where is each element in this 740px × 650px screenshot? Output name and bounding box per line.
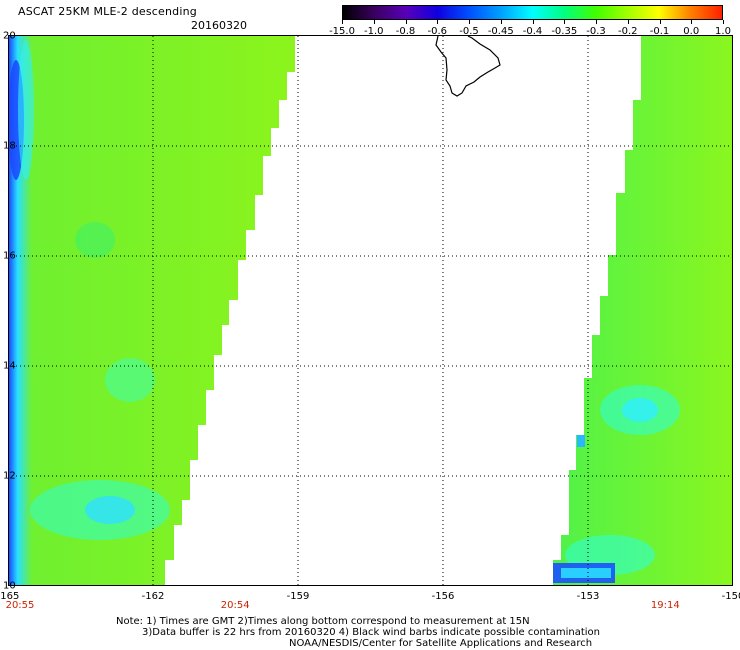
longitude-label: -165 bbox=[0, 591, 20, 602]
colorbar-label: -0.6 bbox=[427, 26, 448, 37]
colorbar-label: -0.2 bbox=[617, 26, 638, 37]
swath-patch bbox=[75, 222, 115, 258]
map-date: 20160320 bbox=[191, 19, 247, 32]
latitude-label: 14 bbox=[3, 360, 16, 372]
swath-patch bbox=[561, 568, 611, 578]
colorbar-tick bbox=[405, 20, 407, 24]
colorbar-label: -0.3 bbox=[586, 26, 606, 37]
colorbar bbox=[342, 5, 723, 20]
colorbar-tick bbox=[723, 20, 724, 24]
colorbar-tick bbox=[691, 20, 693, 24]
colorbar-tick bbox=[596, 20, 597, 24]
swath-patch bbox=[18, 40, 34, 180]
colorbar-label: -0.8 bbox=[395, 26, 416, 37]
swath-patch bbox=[622, 398, 658, 422]
colorbar-tick bbox=[469, 20, 470, 24]
colorbar-label: -15.0 bbox=[329, 26, 355, 37]
swath-patch bbox=[85, 496, 135, 524]
latitude-label: 20 bbox=[3, 30, 16, 42]
colorbar-tick bbox=[564, 20, 566, 24]
colorbar-label: -0.1 bbox=[649, 26, 670, 37]
colorbar-label: -1.0 bbox=[363, 26, 384, 37]
colorbar-tick bbox=[342, 20, 343, 24]
longitude-label: -153 bbox=[576, 591, 600, 602]
colorbar-tick bbox=[500, 20, 502, 24]
colorbar-label: -0.35 bbox=[551, 26, 578, 37]
latitude-label: 16 bbox=[3, 250, 16, 262]
colorbar-label: -0.5 bbox=[459, 26, 479, 37]
map-title: ASCAT 25KM MLE-2 descending bbox=[18, 5, 197, 18]
swath-time-label: 19:14 bbox=[650, 600, 680, 611]
swath-patch bbox=[577, 435, 585, 447]
colorbar-label: 0.0 bbox=[683, 26, 700, 37]
colorbar-tick bbox=[627, 20, 629, 24]
swath-right bbox=[553, 36, 733, 586]
map-frame bbox=[8, 35, 733, 586]
swath-left bbox=[9, 36, 295, 586]
note-line-2: 3)Data buffer is 22 hrs from 20160320 4)… bbox=[142, 627, 600, 638]
graticule bbox=[8, 36, 733, 586]
swath-time-label: 20:54 bbox=[220, 600, 250, 611]
longitude-label: -162 bbox=[141, 591, 165, 602]
longitude-label: -156 bbox=[431, 591, 455, 602]
swath-time-label: 20:55 bbox=[5, 600, 35, 611]
colorbar-label: -0.45 bbox=[487, 26, 514, 37]
swath-patch bbox=[105, 358, 155, 402]
latitude-label: 18 bbox=[3, 140, 16, 152]
longitude-label: -159 bbox=[286, 591, 310, 602]
note-line-3: NOAA/NESDIS/Center for Satellite Applica… bbox=[289, 638, 593, 649]
note-line-1: Note: 1) Times are GMT 2)Times along bot… bbox=[116, 616, 530, 627]
colorbar-tick bbox=[373, 20, 375, 24]
island-outline bbox=[435, 35, 501, 97]
colorbar-tick bbox=[659, 20, 661, 24]
colorbar-tick bbox=[437, 20, 439, 24]
colorbar-label: -0.4 bbox=[522, 26, 543, 37]
colorbar-tick bbox=[532, 20, 534, 24]
latitude-label: 12 bbox=[3, 470, 16, 482]
longitude-label: -150 bbox=[721, 591, 740, 602]
colorbar-label: 1.0 bbox=[715, 26, 731, 37]
latitude-label: 10 bbox=[3, 580, 16, 592]
